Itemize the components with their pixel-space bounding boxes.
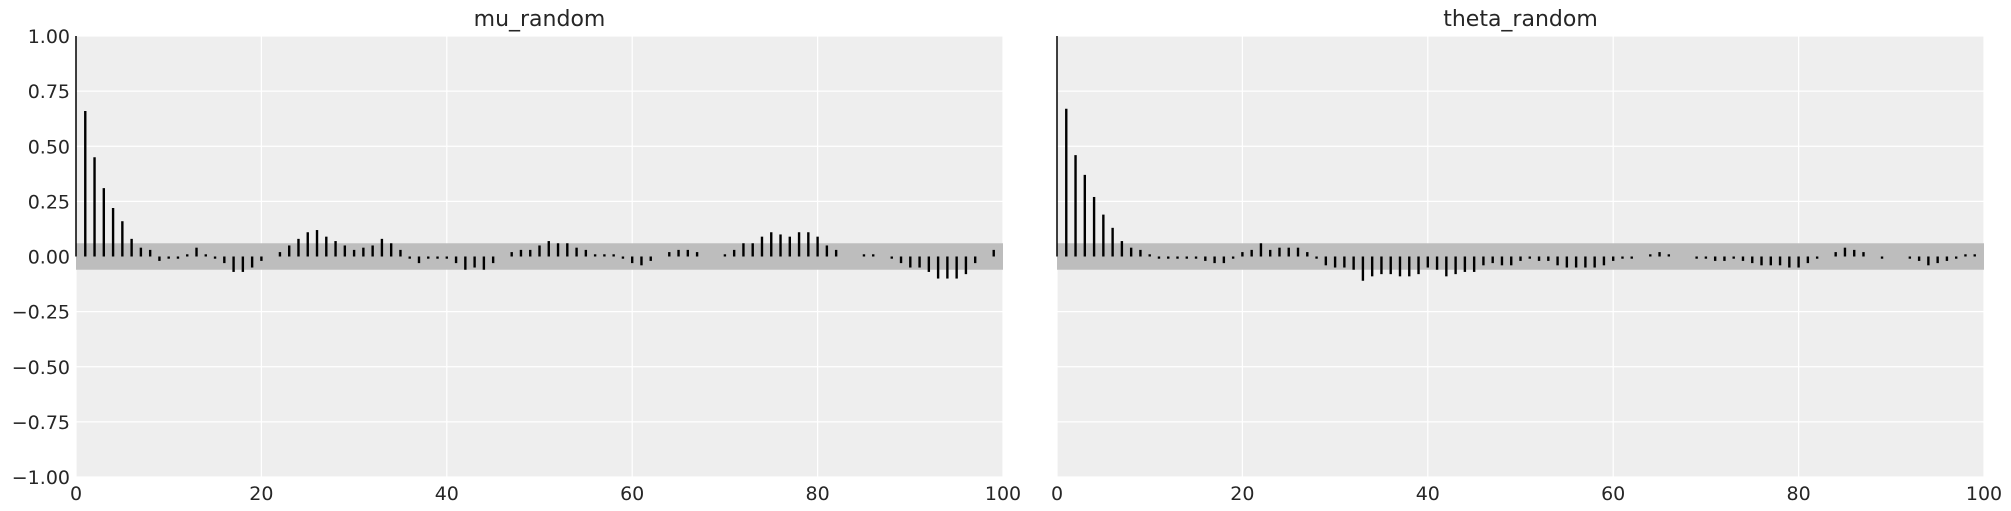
y-tick-label: 0.25: [28, 191, 70, 213]
y-tick-label: 0.00: [28, 247, 70, 269]
y-tick-label: −0.25: [12, 302, 70, 324]
x-tick-label: 100: [1966, 483, 2002, 505]
x-tick-label: 20: [249, 483, 273, 505]
x-tick-label: 40: [1416, 483, 1440, 505]
chart-title: mu_random: [474, 7, 606, 32]
chart-title: theta_random: [1443, 7, 1598, 32]
y-tick-label: −0.50: [12, 357, 70, 379]
x-tick-label: 60: [620, 483, 644, 505]
x-tick-label: 40: [435, 483, 459, 505]
x-tick-label: 0: [1051, 483, 1063, 505]
y-tick-label: −0.75: [12, 412, 70, 434]
y-tick-label: 0.50: [28, 136, 70, 158]
x-tick-label: 80: [806, 483, 830, 505]
y-tick-label: 1.00: [28, 26, 70, 48]
x-tick-label: 100: [985, 483, 1021, 505]
x-tick-label: 0: [70, 483, 82, 505]
y-tick-label: −1.00: [12, 467, 70, 489]
x-tick-label: 80: [1787, 483, 1811, 505]
chart-panel-mu-random: mu_random 0 20 40 60 80 100 1.00 0.75 0.50 0.25 0.0…: [12, 7, 1021, 505]
chart-panel-theta-random: theta_random 0 20 40 60 80 100: [1051, 7, 2002, 505]
x-tick-label: 20: [1230, 483, 1254, 505]
x-tick-label: 60: [1601, 483, 1625, 505]
y-tick-label: 0.75: [28, 81, 70, 103]
